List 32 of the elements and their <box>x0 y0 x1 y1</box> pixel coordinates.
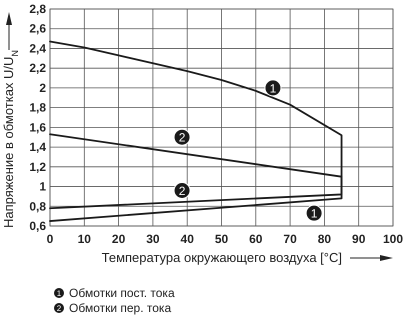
y-tick-label: 0,8 <box>29 199 46 214</box>
x-tick-label: 0 <box>46 232 54 246</box>
annotation: 2 <box>178 184 186 198</box>
x-tick-label: 50 <box>214 232 228 246</box>
text: 1 <box>56 289 62 298</box>
x-axis-title: Температура окружающего воздуха [°C] <box>102 250 342 265</box>
y-tick-label: 2,4 <box>29 41 46 56</box>
y-tick-label: 2,8 <box>29 2 46 16</box>
y-tick-label: 1,8 <box>29 100 46 115</box>
y-tick-label: 1,4 <box>29 140 46 154</box>
x-tick-label: 20 <box>112 232 126 246</box>
y-tick-label: 2,2 <box>29 61 46 76</box>
y-tick-label: 0,6 <box>29 219 46 233</box>
x-tick-label: 60 <box>249 232 263 246</box>
annotation: 2 <box>178 130 186 145</box>
y-tick-label: 1,2 <box>29 160 46 174</box>
x-tick-label: 30 <box>146 232 160 246</box>
x-tick-label: 100 <box>382 232 404 246</box>
annotation: 1 <box>270 81 277 96</box>
y-tick-label: 1,6 <box>29 120 46 134</box>
legend-label: Обмотки пост. тока <box>69 286 175 300</box>
y-tick-label: 1 <box>39 180 46 194</box>
annotation: 1 <box>310 206 318 221</box>
x-tick-label: 90 <box>352 232 366 246</box>
text: 2 <box>56 304 62 313</box>
y-tick-label: 2 <box>39 80 46 95</box>
x-tick-label: 10 <box>78 232 92 246</box>
x-tick-label: 70 <box>283 232 298 246</box>
x-tick-label: 40 <box>180 232 194 246</box>
x-tick-label: 80 <box>318 232 332 246</box>
legend-label: Обмотки пер. тока <box>69 301 172 315</box>
y-tick-label: 2,6 <box>29 22 46 36</box>
